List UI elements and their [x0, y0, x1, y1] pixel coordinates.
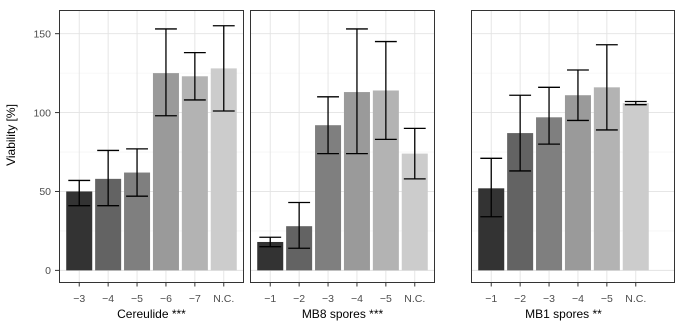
panels-group: 0 50 100 150 −3 −4 −5 −6 −7 N.C. Cereulide *** −1 −2…: [33, 10, 675, 321]
bar: [622, 103, 649, 271]
x-tick-label: −6: [160, 293, 172, 305]
x-tick-label: −3: [73, 293, 85, 305]
x-tick-label: −5: [131, 293, 143, 305]
y-axis-label: Viability [%]: [4, 104, 18, 166]
facet-label: Cereulide ***: [117, 307, 186, 321]
facet-label: MB8 spores ***: [302, 307, 384, 321]
x-tick-label: −4: [572, 293, 584, 305]
panel-2: −1 −2 −3 −4 −5 N.C. MB8 spores ***: [250, 10, 435, 321]
x-tick-label: −1: [264, 293, 276, 305]
x-tick-label: N.C.: [404, 293, 425, 305]
facet-label: MB1 spores **: [525, 307, 602, 321]
x-tick-label: −2: [293, 293, 305, 305]
bar: [564, 95, 591, 271]
x-tick-label: N.C.: [213, 293, 234, 305]
panel-border: [250, 10, 435, 283]
y-tick-label: 100: [33, 107, 51, 119]
x-tick-label: −5: [601, 293, 613, 305]
y-tick-label: 150: [33, 28, 51, 40]
x-tick-label: −2: [514, 293, 526, 305]
x-tick-label: −5: [380, 293, 392, 305]
x-tick-label: −4: [102, 293, 114, 305]
panel-border: [59, 10, 244, 283]
y-tick-label: 0: [45, 265, 51, 277]
panel-plot-area: [471, 10, 675, 283]
x-tick-label: −3: [322, 293, 334, 305]
bar: [181, 76, 208, 271]
x-tick-label: −7: [189, 293, 201, 305]
y-tick-label: 50: [39, 186, 51, 198]
x-tick-label: −3: [543, 293, 555, 305]
x-tick-label: −1: [485, 293, 497, 305]
panel-1: −3 −4 −5 −6 −7 N.C. Cereulide ***: [59, 10, 244, 321]
panel-plot-area: [59, 10, 244, 283]
x-tick-label: N.C.: [625, 293, 646, 305]
panel-3: −1 −2 −3 −4 −5 N.C. MB1 spores **: [471, 10, 675, 321]
panel-plot-area: [250, 10, 435, 283]
x-tick-label: −4: [351, 293, 363, 305]
